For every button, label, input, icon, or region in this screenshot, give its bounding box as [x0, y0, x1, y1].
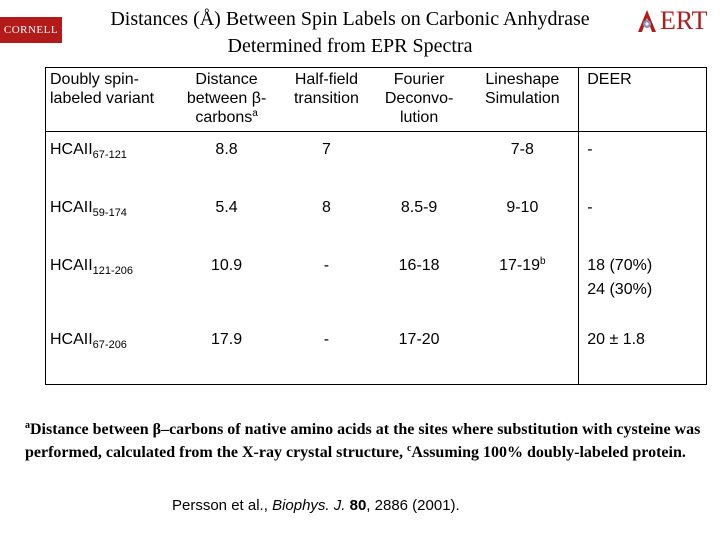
lineshape-cell: 9-10 [466, 190, 578, 248]
distance-cell: 17.9 [210, 331, 243, 348]
fourier-cell: 17-20 [398, 331, 440, 348]
table-row: HCAII67-121 8.8 7 7-8 - [46, 131, 707, 191]
lineshape-value: 17-19 [499, 257, 540, 274]
footnote-mark-c: c [406, 443, 412, 454]
cornell-logo: CORNELL [0, 17, 62, 43]
distance-table: Doubly spin-labeled variant Distance bet… [45, 67, 707, 385]
halffield-cell: - [323, 331, 330, 348]
table-header-row: Doubly spin-labeled variant Distance bet… [45, 67, 707, 132]
halffield-cell: 7 [321, 141, 331, 158]
variant-cell: HCAII67-121 [46, 132, 173, 191]
header-distance-label: Distance between β-carbons [186, 71, 267, 126]
variant-sites: 67-121 [92, 149, 127, 161]
table-row: HCAII59-174 5.4 8 8.5-9 9-10 - [46, 190, 707, 248]
footnote-text-a: Distance between β–carbons of native ami… [25, 421, 701, 461]
variant-name: HCAII [50, 257, 93, 274]
citation-authors: Persson et al., [172, 497, 273, 514]
table-footnote: aDistance between β–carbons of native am… [25, 418, 705, 464]
acert-logo: ERT [636, 4, 720, 38]
footnote-text-c: Assuming 100% doubly-labeled protein. [411, 444, 686, 461]
deer-value: 20 ± 1.8 [587, 331, 645, 348]
variant-cell: HCAII121-206 [46, 248, 173, 322]
distance-cell: 10.9 [210, 257, 243, 274]
deer-cell: - [578, 131, 707, 190]
lineshape-value: 7-8 [510, 141, 534, 158]
cornell-logo-text: CORNELL [3, 24, 59, 36]
variant-name: HCAII [50, 199, 93, 216]
lineshape-cell: 7-8 [466, 132, 578, 191]
deer-cell: 18 (70%) 24 (30%) [578, 248, 707, 322]
header-deer: DEER [578, 67, 707, 132]
deer-value: 18 (70%) [587, 257, 653, 274]
acert-logo-mark-icon [636, 8, 658, 34]
deer-value: - [587, 199, 593, 216]
citation-volume: 80 [349, 497, 367, 514]
fourier-cell: 16-18 [398, 257, 440, 274]
variant-sites: 59-174 [92, 207, 127, 219]
header-halffield: Half-field transition [281, 67, 372, 132]
footnote-mark-a: a [25, 420, 30, 431]
distance-cell: 8.8 [215, 141, 238, 158]
citation-journal: Biophys. J. [272, 497, 346, 514]
header-lineshape: Lineshape Simulation [466, 67, 579, 132]
fourier-cell: 8.5-9 [400, 199, 438, 216]
lineshape-value: 9-10 [506, 199, 539, 216]
lineshape-cell: 17-19b [466, 248, 578, 322]
halffield-cell: 8 [321, 199, 331, 216]
deer-value: - [587, 141, 593, 158]
lineshape-footnote-mark: b [540, 256, 546, 267]
variant-sites: 67-206 [92, 339, 127, 351]
title-line-1: Distances (Å) Between Spin Labels on Car… [110, 8, 590, 30]
deer-cell: 20 ± 1.8 [578, 322, 707, 385]
header-variant: Doubly spin-labeled variant [45, 67, 172, 132]
variant-name: HCAII [50, 141, 93, 158]
citation-rest: , 2886 (2001). [366, 497, 460, 514]
table-row: HCAII67-206 17.9 - 17-20 20 ± 1.8 [46, 322, 707, 385]
deer-value-2: 24 (30%) [587, 281, 653, 298]
variant-sites: 121-206 [92, 265, 134, 277]
title-line-2: Determined from EPR Spectra [227, 35, 473, 57]
variant-cell: HCAII59-174 [46, 190, 173, 248]
citation: Persson et al., Biophys. J. 80, 2886 (20… [172, 497, 460, 514]
deer-cell: - [578, 190, 707, 248]
table-row: HCAII121-206 10.9 - 16-18 17-19b 18 (70%… [46, 248, 707, 322]
fourier-cell [372, 132, 467, 191]
variant-cell: HCAII67-206 [46, 322, 173, 385]
variant-name: HCAII [50, 331, 93, 348]
header-distance: Distance between β-carbonsa [172, 67, 282, 132]
slide-title: Distances (Å) Between Spin Labels on Car… [60, 6, 640, 60]
lineshape-cell [466, 322, 578, 385]
header-distance-footnote-mark: a [252, 108, 258, 119]
halffield-cell: - [323, 257, 330, 274]
distance-cell: 5.4 [215, 199, 238, 216]
acert-logo-text: ERT [660, 6, 708, 35]
header-fourier: Fourier Deconvo-lution [371, 67, 467, 132]
